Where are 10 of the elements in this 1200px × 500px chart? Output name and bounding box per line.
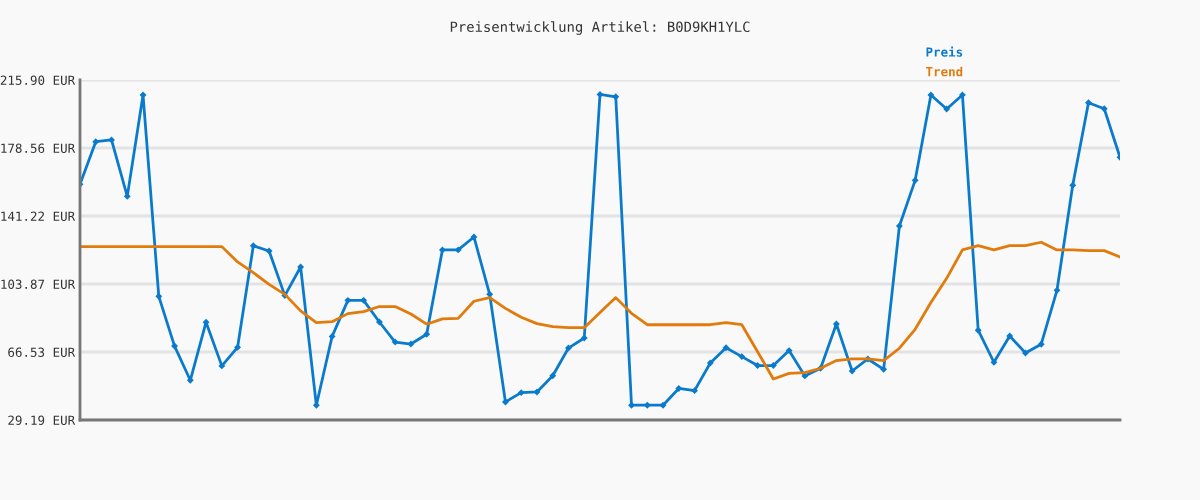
chart-title: Preisentwicklung Artikel: B0D9KH1YLC (450, 21, 750, 35)
y-tick-label: 66.53 EUR (8, 347, 76, 357)
y-tick-label: 103.87 EUR (1, 279, 76, 289)
y-tick-label: 29.19 EUR (8, 415, 76, 425)
y-tick-label: 141.22 EUR (1, 211, 76, 221)
y-tick-label: 215.90 EUR (0, 75, 76, 85)
text: Trend (926, 66, 963, 77)
line-series (80, 240, 1120, 381)
text: Preis (926, 46, 963, 57)
y-tick-label: 178.56 EUR (1, 143, 76, 153)
